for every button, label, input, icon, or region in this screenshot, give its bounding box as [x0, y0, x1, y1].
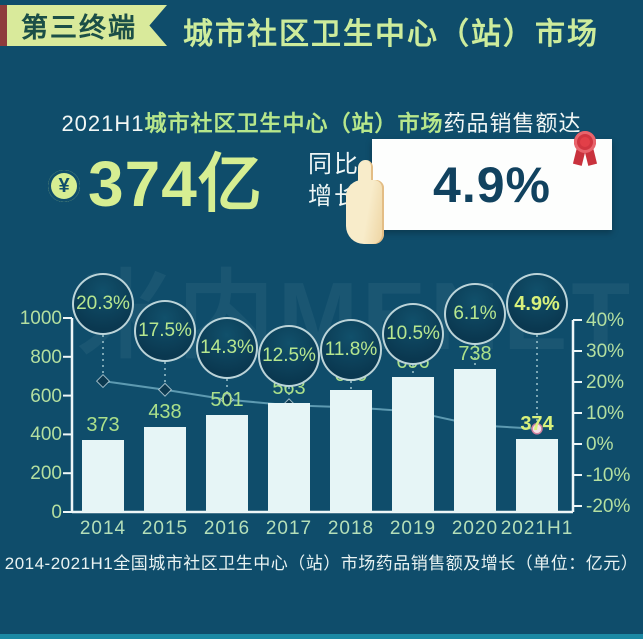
left-axis-tick-label: 600: [30, 385, 62, 407]
growth-rate-bubble: 20.3%: [72, 273, 134, 335]
rosette-medal: [574, 131, 596, 153]
right-axis-tick-label: 20%: [586, 372, 625, 393]
line-marker-endpoint: [531, 423, 543, 435]
growth-rate-bubble: 17.5%: [134, 300, 196, 362]
x-axis-label: 2020: [451, 518, 499, 539]
growth-rate-bubble: 4.9%: [506, 273, 568, 335]
growth-rate-bubble: 12.5%: [258, 325, 320, 387]
x-axis-label: 2017: [265, 518, 313, 539]
line-marker-diamond: [219, 392, 235, 407]
right-axis-tick-label: -20%: [586, 496, 631, 517]
subtitle-suffix: 药品销售额达: [443, 111, 582, 136]
section-badge-label: 第三终端: [21, 13, 137, 43]
line-marker-diamond: [95, 373, 111, 389]
right-axis-tick-label: 30%: [586, 341, 625, 362]
x-axis-label: 2021H1: [500, 518, 574, 539]
bottom-strip-decoration: [0, 634, 643, 639]
subtitle: 2021H1城市社区卫生中心（站）市场药品销售额达: [0, 106, 643, 138]
line-marker-diamond: [157, 382, 173, 397]
section-badge: 第三终端: [7, 5, 167, 46]
chart-caption: 2014-2021H1全国城市社区卫生中心（站）市场药品销售额及增长（单位：亿元…: [4, 554, 639, 573]
x-axis-label: 2015: [141, 518, 189, 539]
sales-bar: [454, 368, 496, 512]
subtitle-prefix: 2021H1: [61, 111, 145, 136]
yoy-label-line1: 同比: [308, 151, 360, 178]
sales-bar: [330, 389, 372, 512]
sales-bar: [516, 439, 558, 512]
page-title: 城市社区卫生中心（站）市场: [183, 18, 599, 51]
growth-rate-bubble: 14.3%: [196, 317, 258, 379]
bar-value-label: 738: [458, 342, 492, 365]
yoy-growth-value: 4.9%: [433, 156, 551, 213]
left-axis-tick-label: 200: [30, 463, 62, 485]
x-axis-label: 2019: [389, 518, 437, 539]
left-axis-tick-label: 0: [51, 502, 62, 523]
sales-bar: [82, 439, 124, 512]
x-axis-label: 2016: [203, 518, 251, 539]
left-axis-tick-label: 400: [30, 424, 62, 446]
sales-total-value: 374亿: [88, 148, 263, 220]
growth-rate-bubble: 10.5%: [382, 303, 444, 365]
yuan-symbol: ¥: [58, 174, 70, 197]
x-axis-label: 2014: [79, 518, 127, 539]
x-axis-label: 2018: [327, 518, 375, 539]
hand-icon: [342, 160, 386, 244]
bar-value-label: 374: [520, 413, 554, 436]
bar-value-label: 438: [148, 401, 182, 424]
right-axis-tick-label: 40%: [586, 310, 625, 331]
sales-bar: [206, 414, 248, 512]
yuan-coin-icon: ¥: [48, 170, 80, 202]
right-axis-tick-label: 10%: [586, 403, 625, 424]
bar-value-label: 373: [86, 413, 120, 436]
hand-palm: [346, 180, 384, 244]
growth-rate-bubble: 11.8%: [320, 319, 382, 381]
award-rosette-icon: [572, 131, 598, 166]
ribbon-fold-decoration: [0, 5, 7, 46]
left-axis-tick-label: 1000: [19, 308, 62, 329]
right-axis-tick-label: -10%: [586, 465, 631, 486]
subtitle-highlight: 城市社区卫生中心（站）市场: [144, 111, 444, 136]
bar-value-label: 501: [210, 388, 244, 411]
sales-bar: [392, 376, 434, 512]
yoy-value-card: 4.9%: [346, 131, 612, 244]
right-axis-tick-label: 0%: [586, 434, 614, 455]
sales-bar: [268, 402, 310, 512]
sales-bar: [144, 427, 186, 512]
left-axis-tick-label: 800: [30, 346, 62, 368]
growth-rate-bubble: 6.1%: [444, 283, 506, 345]
